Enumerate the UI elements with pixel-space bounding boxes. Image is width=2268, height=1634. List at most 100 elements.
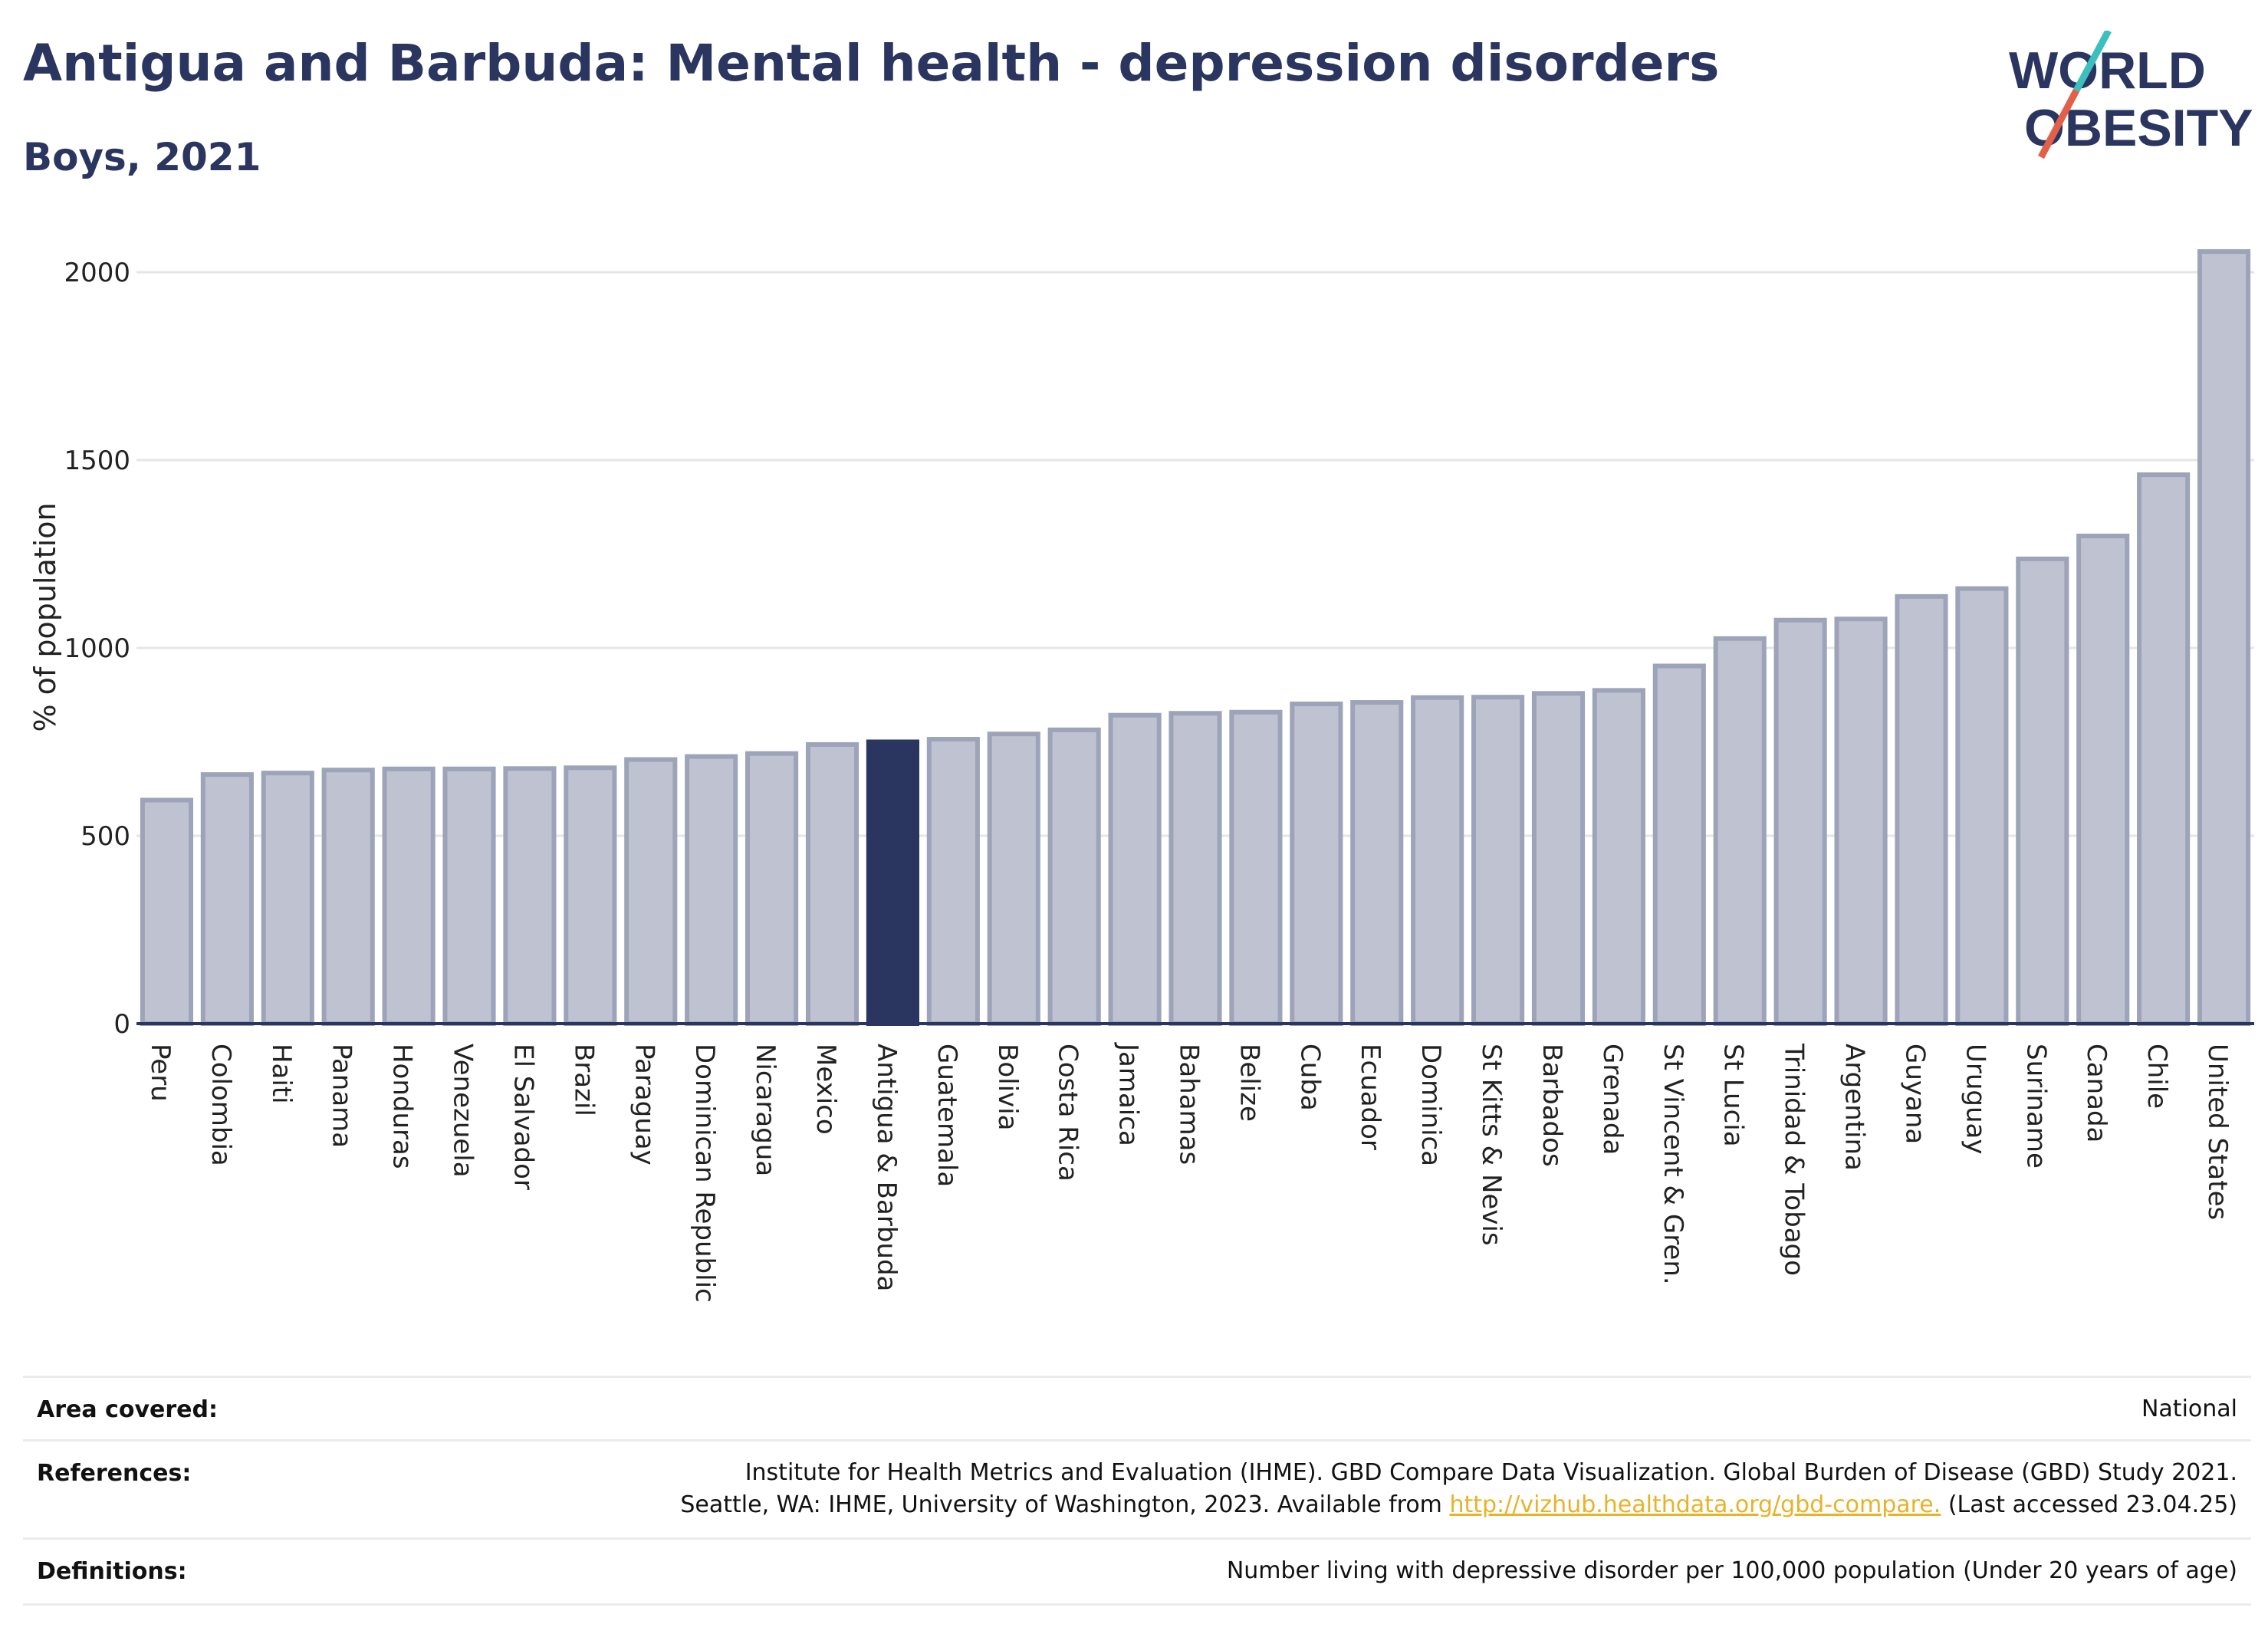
bar-suriname xyxy=(2016,556,2069,1026)
bar-nicaragua xyxy=(745,751,799,1026)
x-tick-label: Venezuela xyxy=(448,1044,478,1178)
x-tick-label: Bolivia xyxy=(992,1044,1023,1130)
axes: 0 500 1000 1500 2000 xyxy=(64,258,2254,1040)
bar-el-salvador xyxy=(503,766,557,1026)
logo-line2: OBESITY xyxy=(2024,99,2253,157)
references-line1: Institute for Health Metrics and Evaluat… xyxy=(744,1459,2237,1486)
metadata-table: Area covered: National References: Insti… xyxy=(23,1376,2251,1608)
bar-antigua-barbuda xyxy=(866,739,919,1026)
bar-dominica xyxy=(1411,695,1464,1026)
bar-uruguay xyxy=(1955,586,2009,1026)
bar-dominican-republic xyxy=(685,754,738,1026)
bar-trinidad-tobago xyxy=(1773,617,1827,1026)
definitions-label: Definitions: xyxy=(37,1558,187,1585)
x-tick-label: Argentina xyxy=(1839,1044,1870,1171)
y-tick-label: 2000 xyxy=(64,258,130,288)
bar-colombia xyxy=(200,772,254,1026)
x-tick-label: Cuba xyxy=(1294,1044,1325,1111)
bar-chile xyxy=(2137,472,2191,1026)
references-line2-text: Seattle, WA: IHME, University of Washing… xyxy=(680,1491,1450,1518)
bar-cuba xyxy=(1290,702,1343,1026)
bar-panama xyxy=(321,768,375,1026)
x-tick-label: Chile xyxy=(2141,1044,2172,1109)
page-title: Antigua and Barbuda: Mental health - dep… xyxy=(23,34,1720,93)
x-tick-label: Mexico xyxy=(810,1044,841,1135)
x-tick-label: Trinidad & Tobago xyxy=(1779,1043,1809,1276)
area-covered-value: National xyxy=(2141,1396,2237,1422)
x-tick-label: Suriname xyxy=(2020,1044,2051,1169)
x-tick-label: Panama xyxy=(327,1044,357,1148)
x-tick-label: Ecuador xyxy=(1355,1044,1385,1150)
references-label: References: xyxy=(37,1460,192,1487)
bar-st-vincent-gren- xyxy=(1652,663,1706,1027)
x-tick-label: Colombia xyxy=(205,1044,236,1166)
x-tick-label: St Vincent & Gren. xyxy=(1658,1044,1688,1285)
bar-honduras xyxy=(382,766,436,1027)
bar-grenada xyxy=(1592,688,1645,1026)
x-tick-label: Guyana xyxy=(1899,1044,1930,1144)
references-row: References: Institute for Health Metrics… xyxy=(23,1442,2251,1540)
y-tick-label: 500 xyxy=(81,821,130,852)
definitions-value: Number living with depressive disorder p… xyxy=(1226,1557,2237,1584)
x-tick-label: Nicaragua xyxy=(750,1044,781,1176)
y-tick-label: 1000 xyxy=(64,633,130,664)
bar-belize xyxy=(1229,709,1283,1026)
x-tick-label: Guatemala xyxy=(932,1044,962,1187)
x-tick-label: Dominica xyxy=(1415,1044,1446,1166)
bar-haiti xyxy=(261,771,314,1026)
bar-mexico xyxy=(805,741,860,1026)
references-value: Institute for Health Metrics and Evaluat… xyxy=(680,1457,2237,1521)
bar-costa-rica xyxy=(1047,727,1101,1026)
x-tick-label: St Kitts & Nevis xyxy=(1476,1044,1507,1246)
x-tick-label: Paraguay xyxy=(629,1044,659,1165)
category-labels: Peru Colombia Haiti Panama Honduras Venezuela… xyxy=(145,1042,2233,1303)
bar-chart: 0 500 1000 1500 2000 Peru Colombia Haiti Panama… xyxy=(28,249,2254,1303)
x-tick-label: Canada xyxy=(2081,1044,2112,1142)
x-tick-label: Bahamas xyxy=(1174,1044,1205,1165)
y-axis-label: % of population xyxy=(28,502,62,732)
bar-argentina xyxy=(1834,616,1888,1026)
x-tick-label: Costa Rica xyxy=(1053,1044,1083,1182)
bar-st-lucia xyxy=(1713,636,1767,1026)
y-tick-label: 1500 xyxy=(64,445,130,476)
area-covered-label: Area covered: xyxy=(37,1396,218,1423)
bar-bahamas xyxy=(1169,711,1222,1026)
x-tick-label: Dominican Republic xyxy=(689,1044,720,1303)
x-tick-label: Honduras xyxy=(387,1044,418,1169)
bar-bolivia xyxy=(987,732,1040,1027)
logo-slash-teal xyxy=(2073,31,2112,93)
x-tick-label: Haiti xyxy=(266,1044,297,1104)
y-tick-label: 0 xyxy=(113,1009,130,1040)
bar-barbados xyxy=(1531,691,1586,1026)
bars xyxy=(140,249,2251,1027)
world-obesity-logo: WORLD OBESITY xyxy=(2009,31,2253,159)
bar-paraguay xyxy=(624,757,678,1027)
logo-slash-red xyxy=(2038,88,2079,159)
logo-line1: WORLD xyxy=(2009,41,2206,100)
bar-peru xyxy=(140,797,194,1026)
x-tick-label: St Lucia xyxy=(1718,1044,1749,1147)
bar-st-kitts-nevis xyxy=(1471,695,1525,1026)
bar-united-states xyxy=(2197,249,2251,1026)
x-tick-label: Uruguay xyxy=(1960,1044,1990,1155)
x-tick-label: Grenada xyxy=(1597,1044,1628,1155)
page-subtitle: Boys, 2021 xyxy=(23,135,261,179)
bar-venezuela xyxy=(442,766,496,1027)
x-tick-label: United States xyxy=(2202,1044,2233,1220)
references-accessed: (Last accessed 23.04.25) xyxy=(1941,1491,2237,1518)
references-line2: Seattle, WA: IHME, University of Washing… xyxy=(680,1489,2237,1521)
references-link[interactable]: http://vizhub.healthdata.org/gbd-compare… xyxy=(1449,1491,1941,1518)
bar-jamaica xyxy=(1108,712,1162,1027)
x-tick-label: Peru xyxy=(145,1044,176,1102)
x-tick-label: Jamaica xyxy=(1113,1042,1144,1146)
definitions-row: Definitions: Number living with depressi… xyxy=(23,1540,2251,1606)
x-tick-label: Antigua & Barbuda xyxy=(871,1044,902,1291)
bar-guyana xyxy=(1895,593,1948,1026)
bar-ecuador xyxy=(1350,700,1404,1026)
bar-guatemala xyxy=(926,737,980,1026)
x-tick-label: Belize xyxy=(1234,1044,1264,1122)
x-tick-label: Barbados xyxy=(1537,1044,1567,1167)
bar-brazil xyxy=(564,765,617,1026)
bar-canada xyxy=(2076,533,2130,1026)
area-covered-row: Area covered: National xyxy=(23,1378,2251,1442)
